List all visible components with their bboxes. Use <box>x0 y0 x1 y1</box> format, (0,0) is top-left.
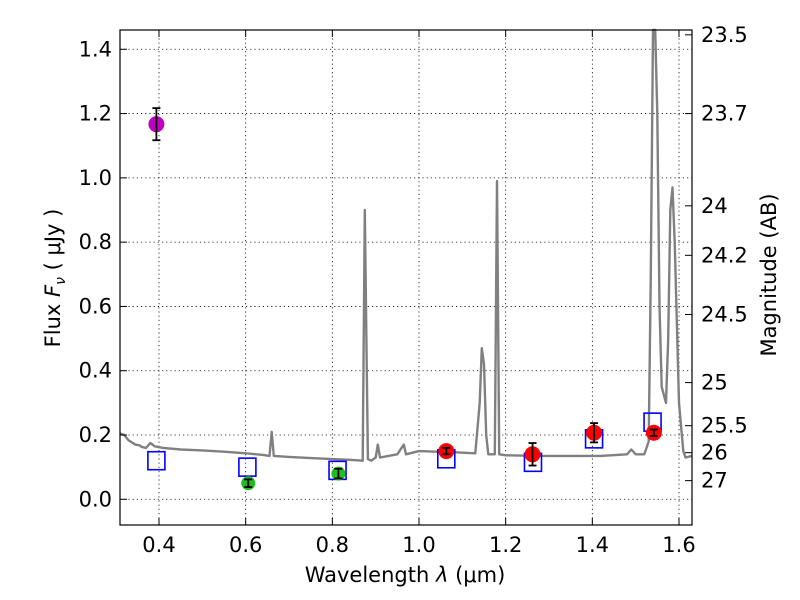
y-tick-label: 0.4 <box>79 359 112 383</box>
y-tick-label: 0.6 <box>79 294 112 318</box>
x-tick-label: 0.6 <box>229 533 262 557</box>
magnitude-tick-label: 25.5 <box>701 414 748 438</box>
x-tick-label: 1.4 <box>576 533 609 557</box>
template-spectrum-layer <box>119 28 693 462</box>
y-tick-label: 1.0 <box>79 166 112 190</box>
y-tick-label: 1.4 <box>79 37 112 61</box>
observed-photometry-layer <box>148 107 662 491</box>
y-tick-label: 0.8 <box>79 230 112 254</box>
x-tick-label: 1.6 <box>662 533 695 557</box>
x-axis-label: Wavelength λ (μm) <box>305 563 506 587</box>
template-spectrum-line <box>119 28 693 462</box>
x-tick-label: 0.8 <box>316 533 349 557</box>
magnitude-tick-label: 27 <box>701 469 728 493</box>
magnitude-tick-label: 25 <box>701 371 728 395</box>
axis-ticks: 0.4 0.6 0.8 1.0 1.2 1.4 1.6 0.0 0.2 0.4 0.6 0.8 1.0 1… <box>79 23 748 557</box>
magnitude-tick-label: 23.5 <box>701 23 748 47</box>
x-tick-label: 1.0 <box>402 533 435 557</box>
magnitude-axis-label: Magnitude (AB) <box>757 193 781 356</box>
magnitude-tick-label: 24 <box>701 194 728 218</box>
y-tick-label: 0.2 <box>79 423 112 447</box>
y-tick-label: 0.0 <box>79 487 112 511</box>
x-tick-label: 0.4 <box>142 533 175 557</box>
magnitude-tick-label: 26 <box>701 441 728 465</box>
magnitude-tick-label: 23.7 <box>701 102 748 126</box>
x-tick-label: 1.2 <box>489 533 522 557</box>
magnitude-tick-label: 24.2 <box>701 243 748 267</box>
model-flux-box <box>147 450 166 471</box>
magnitude-tick-label: 24.5 <box>701 302 748 326</box>
plot-frame <box>119 29 693 526</box>
y-axis-label: Flux Fν ( μJy ) <box>41 209 69 348</box>
y-tick-label: 1.2 <box>79 102 112 126</box>
model-flux-box <box>238 457 257 477</box>
